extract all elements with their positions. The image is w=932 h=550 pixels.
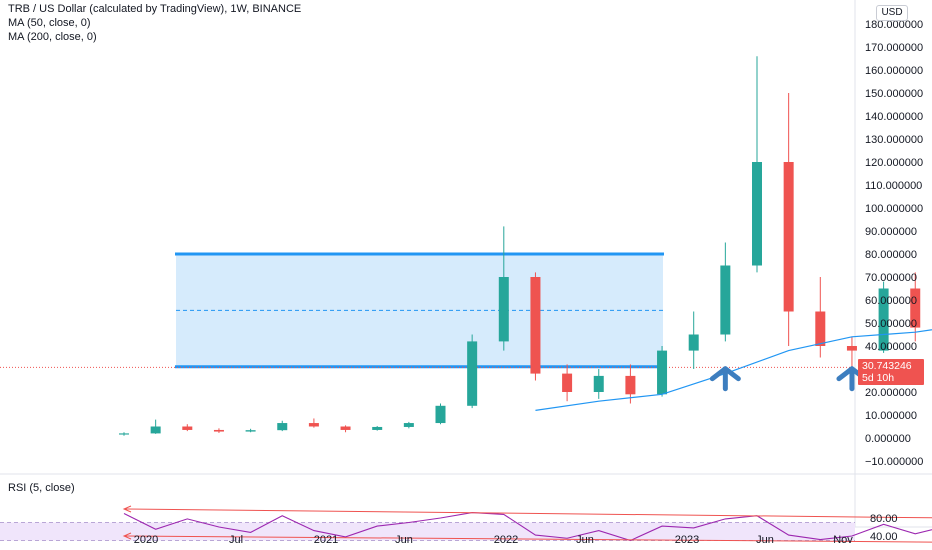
price-tick-label: 160.000000 bbox=[865, 65, 923, 77]
time-tick-label: Jul bbox=[229, 534, 243, 546]
time-tick-label: Nov bbox=[833, 534, 853, 546]
candle-body bbox=[878, 288, 889, 351]
rsi-line bbox=[123, 512, 932, 542]
candle-body bbox=[277, 423, 288, 431]
candle-body bbox=[530, 277, 541, 374]
legend-rsi: RSI (5, close) bbox=[8, 482, 75, 494]
legend-title: TRB / US Dollar (calculated by TradingVi… bbox=[8, 3, 302, 15]
price-tick-label: 180.000000 bbox=[865, 19, 923, 31]
price-tick-label: 10.000000 bbox=[865, 410, 917, 422]
candle-body bbox=[150, 426, 161, 434]
price-tick-label: 40.000000 bbox=[865, 341, 917, 353]
candle-body bbox=[846, 346, 857, 351]
candle-body bbox=[182, 426, 193, 430]
candle-body bbox=[308, 423, 319, 427]
bar-countdown: 5d 10h bbox=[862, 372, 895, 384]
price-tick-label: 130.000000 bbox=[865, 134, 923, 146]
candle-body bbox=[657, 350, 668, 395]
rsi-tick-label: 40.00 bbox=[870, 531, 898, 543]
candle-body bbox=[815, 311, 826, 346]
candle-body bbox=[498, 277, 509, 342]
candle-body bbox=[467, 341, 478, 406]
legend-ma50: MA (50, close, 0) bbox=[8, 17, 91, 29]
rsi-tick-label: 80.00 bbox=[870, 513, 898, 525]
last-price-label: 30.743246 5d 10h bbox=[858, 359, 924, 385]
rsi-trendline-arrow bbox=[122, 505, 132, 513]
candle-body bbox=[372, 426, 383, 430]
rsi-trendline bbox=[123, 508, 932, 519]
candle-body bbox=[245, 430, 256, 432]
candle-body bbox=[340, 426, 351, 430]
candle-body bbox=[435, 405, 446, 424]
candle-body bbox=[593, 375, 604, 392]
price-tick-label: 90.000000 bbox=[865, 226, 917, 238]
rsi-trendline-arrow bbox=[122, 532, 132, 540]
price-tick-label: 120.000000 bbox=[865, 157, 923, 169]
price-tick-label: 140.000000 bbox=[865, 111, 923, 123]
ma-line bbox=[535, 329, 932, 411]
candle-body bbox=[562, 373, 573, 392]
candle-body bbox=[720, 265, 731, 335]
price-tick-label: 150.000000 bbox=[865, 88, 923, 100]
candle-body bbox=[783, 162, 794, 312]
time-tick-label: Jun bbox=[395, 534, 413, 546]
candle-body bbox=[688, 334, 699, 351]
rsi-trendline bbox=[123, 535, 932, 543]
price-tick-label: 60.000000 bbox=[865, 295, 917, 307]
candle-body bbox=[625, 375, 636, 395]
candle-body bbox=[403, 423, 414, 427]
candle-body bbox=[910, 288, 921, 328]
price-tick-label: 20.000000 bbox=[865, 387, 917, 399]
candle-body bbox=[213, 429, 224, 432]
price-tick-label: 70.000000 bbox=[865, 272, 917, 284]
price-tick-label: 50.000000 bbox=[865, 318, 917, 330]
price-tick-label: 110.000000 bbox=[865, 180, 922, 192]
price-tick-label: −10.000000 bbox=[865, 456, 923, 468]
candle-body bbox=[119, 433, 129, 435]
time-tick-label: 2023 bbox=[675, 534, 699, 546]
time-tick-label: Jun bbox=[756, 534, 774, 546]
time-tick-label: 2020 bbox=[134, 534, 158, 546]
legend-ma200: MA (200, close, 0) bbox=[8, 31, 97, 43]
candle-body bbox=[752, 162, 762, 266]
price-tick-label: 80.000000 bbox=[865, 249, 917, 261]
price-tick-label: 170.000000 bbox=[865, 42, 923, 54]
last-price-value: 30.743246 bbox=[862, 360, 912, 372]
time-tick-label: 2022 bbox=[494, 534, 518, 546]
time-tick-label: Jun bbox=[576, 534, 594, 546]
range-box bbox=[176, 254, 663, 367]
price-tick-label: 0.000000 bbox=[865, 433, 911, 445]
currency-button[interactable]: USD bbox=[876, 5, 908, 21]
price-tick-label: 100.000000 bbox=[865, 203, 923, 215]
time-tick-label: 2021 bbox=[314, 534, 338, 546]
